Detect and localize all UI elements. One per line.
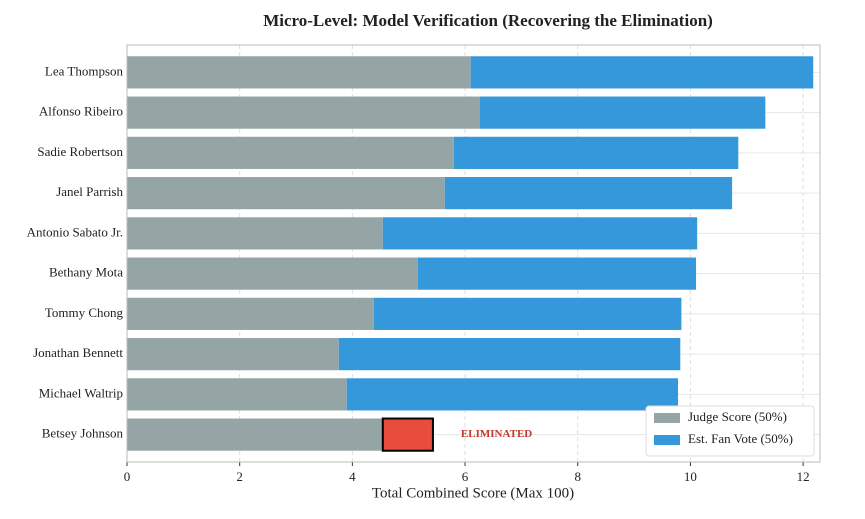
bar-segment xyxy=(346,378,679,411)
x-tick-label: 8 xyxy=(574,469,581,484)
y-tick-label: Antonio Sabato Jr. xyxy=(27,224,123,239)
bar-segment xyxy=(470,56,814,89)
bar-segment xyxy=(127,96,480,129)
bar-segment xyxy=(127,177,445,210)
y-tick-label: Bethany Mota xyxy=(49,265,123,280)
bar-segment xyxy=(373,297,682,330)
bar-segment xyxy=(381,417,434,452)
bar-segment xyxy=(338,338,681,371)
x-tick-label: 2 xyxy=(236,469,243,484)
bar-segment xyxy=(127,338,339,371)
bar-segment xyxy=(127,418,383,451)
x-tick-label: 0 xyxy=(124,469,131,484)
x-tick-label: 12 xyxy=(797,469,810,484)
y-tick-label: Tommy Chong xyxy=(45,305,124,320)
bar-segment xyxy=(127,378,347,411)
bar-segment xyxy=(127,136,454,169)
bar-segment xyxy=(127,297,374,330)
y-tick-label: Michael Waltrip xyxy=(39,385,123,400)
y-tick-label: Lea Thompson xyxy=(45,63,124,78)
bar-segment xyxy=(127,257,418,290)
legend-label: Est. Fan Vote (50%) xyxy=(688,431,793,446)
x-tick-label: 6 xyxy=(462,469,469,484)
legend-swatch xyxy=(654,413,680,423)
bar-segment xyxy=(127,217,383,250)
x-tick-label: 10 xyxy=(684,469,697,484)
y-tick-label: Alfonso Ribeiro xyxy=(39,104,123,119)
bar-segment xyxy=(453,136,739,169)
y-tick-label: Jonathan Bennett xyxy=(33,345,123,360)
annotation: ELIMINATED xyxy=(461,428,532,440)
bar-segment xyxy=(444,177,733,210)
legend-box xyxy=(645,405,815,457)
bar-segment xyxy=(382,217,698,250)
x-tick-label: 4 xyxy=(349,469,356,484)
bar-segment xyxy=(479,96,766,129)
y-tick-label: Sadie Robertson xyxy=(37,144,123,159)
bar-segment xyxy=(127,56,471,89)
bar-segment xyxy=(417,257,697,290)
y-tick-label: Betsey Johnson xyxy=(42,426,124,441)
plot-frame xyxy=(126,44,821,463)
y-tick-label: Janel Parrish xyxy=(56,184,123,199)
x-axis-label: Total Combined Score (Max 100) xyxy=(372,485,574,501)
chart-title: Micro-Level: Model Verification (Recover… xyxy=(263,11,713,30)
legend-label: Judge Score (50%) xyxy=(688,409,787,424)
legend-swatch xyxy=(654,435,680,445)
